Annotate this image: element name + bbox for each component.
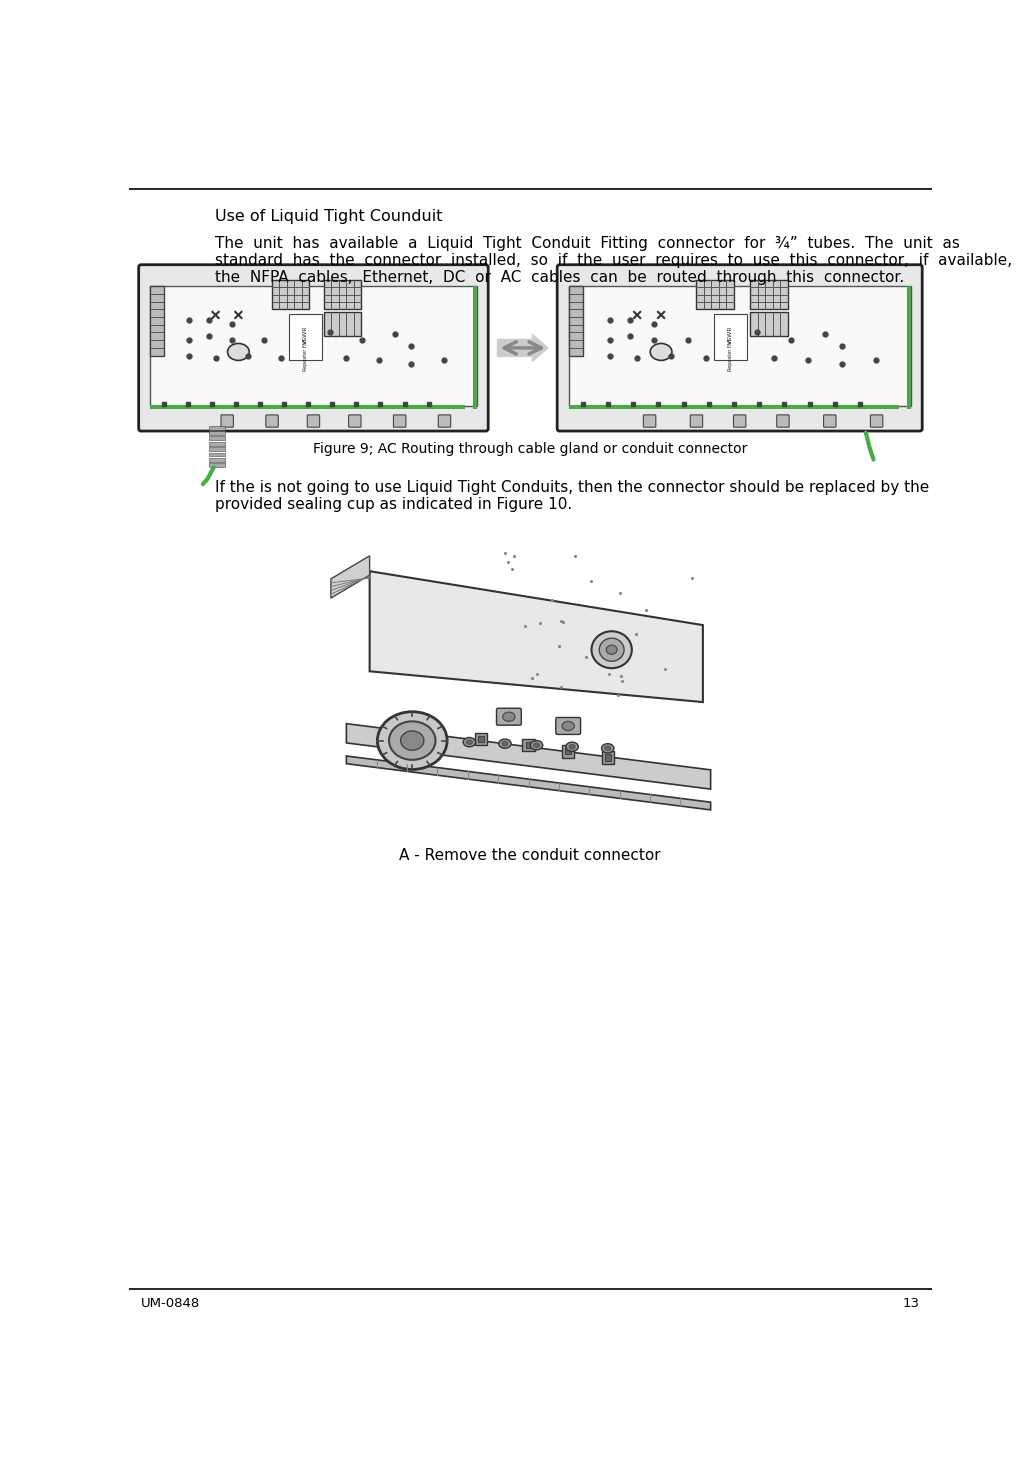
Ellipse shape xyxy=(228,344,249,360)
Bar xyxy=(750,311,788,336)
Ellipse shape xyxy=(503,712,515,721)
Bar xyxy=(209,425,225,429)
Ellipse shape xyxy=(599,638,624,662)
Ellipse shape xyxy=(601,743,614,752)
Ellipse shape xyxy=(401,732,424,751)
Text: provided sealing cup as indicated in Figure 10.: provided sealing cup as indicated in Fig… xyxy=(214,498,572,512)
Polygon shape xyxy=(347,755,711,810)
Polygon shape xyxy=(369,572,703,702)
Bar xyxy=(150,286,165,355)
Bar xyxy=(604,754,611,761)
FancyBboxPatch shape xyxy=(690,415,703,427)
Bar xyxy=(907,286,911,409)
FancyBboxPatch shape xyxy=(870,415,883,427)
FancyBboxPatch shape xyxy=(497,708,522,726)
Bar xyxy=(290,314,322,360)
Bar xyxy=(569,286,911,406)
Ellipse shape xyxy=(466,740,472,745)
Bar xyxy=(209,464,225,467)
Bar xyxy=(565,748,571,754)
Ellipse shape xyxy=(530,740,542,749)
Bar xyxy=(569,286,583,355)
Ellipse shape xyxy=(464,738,475,746)
Bar xyxy=(209,458,225,462)
Ellipse shape xyxy=(604,746,611,751)
Bar xyxy=(714,314,747,360)
FancyBboxPatch shape xyxy=(644,415,656,427)
Ellipse shape xyxy=(378,712,447,770)
Text: Repeater Fail: Repeater Fail xyxy=(303,339,308,370)
Bar xyxy=(323,533,718,841)
Bar xyxy=(209,453,225,456)
FancyArrow shape xyxy=(498,335,548,361)
Text: VSWR: VSWR xyxy=(729,326,733,344)
FancyBboxPatch shape xyxy=(776,415,789,427)
Bar xyxy=(562,745,574,757)
Bar xyxy=(150,404,465,409)
Text: standard  has  the  connector  installed,  so  if  the  user  requires  to  use : standard has the connector installed, so… xyxy=(214,253,1012,268)
Text: If the is not going to use Liquid Tight Conduits, then the connector should be r: If the is not going to use Liquid Tight … xyxy=(214,480,928,495)
Text: Repeater Fail: Repeater Fail xyxy=(729,339,733,370)
Ellipse shape xyxy=(533,743,539,748)
Text: the  NFPA  cables,  Ethernet,  DC  or  AC  cables  can  be  routed  through  thi: the NFPA cables, Ethernet, DC or AC cabl… xyxy=(214,270,904,286)
Bar xyxy=(523,739,535,751)
Bar xyxy=(209,437,225,440)
Text: The  unit  has  available  a  Liquid  Tight  Conduit  Fitting  connector  for  ¾: The unit has available a Liquid Tight Co… xyxy=(214,237,959,252)
Bar xyxy=(569,404,899,409)
Bar xyxy=(478,736,484,742)
Bar xyxy=(750,280,788,310)
Ellipse shape xyxy=(566,742,579,751)
FancyBboxPatch shape xyxy=(824,415,836,427)
FancyBboxPatch shape xyxy=(557,265,922,431)
Polygon shape xyxy=(331,555,369,598)
Ellipse shape xyxy=(389,721,436,760)
FancyBboxPatch shape xyxy=(393,415,406,427)
FancyBboxPatch shape xyxy=(266,415,278,427)
Text: VSWR: VSWR xyxy=(303,326,308,344)
Bar xyxy=(272,280,309,310)
Text: UM-0848: UM-0848 xyxy=(141,1296,200,1309)
Bar xyxy=(209,431,225,435)
FancyBboxPatch shape xyxy=(556,717,581,735)
Bar xyxy=(324,280,361,310)
Ellipse shape xyxy=(607,646,617,655)
FancyBboxPatch shape xyxy=(221,415,234,427)
FancyBboxPatch shape xyxy=(734,415,746,427)
Ellipse shape xyxy=(502,742,508,746)
Text: Use of Liquid Tight Counduit: Use of Liquid Tight Counduit xyxy=(214,209,442,224)
Bar xyxy=(473,286,476,409)
FancyBboxPatch shape xyxy=(307,415,320,427)
Ellipse shape xyxy=(569,745,575,749)
Ellipse shape xyxy=(499,739,511,748)
Ellipse shape xyxy=(650,344,672,360)
FancyBboxPatch shape xyxy=(139,265,489,431)
Bar xyxy=(697,280,734,310)
Ellipse shape xyxy=(562,721,574,730)
Text: Figure 9; AC Routing through cable gland or conduit connector: Figure 9; AC Routing through cable gland… xyxy=(313,441,747,456)
Bar xyxy=(526,742,532,748)
Text: 13: 13 xyxy=(903,1296,920,1309)
Bar xyxy=(209,447,225,452)
Bar xyxy=(150,286,476,406)
FancyBboxPatch shape xyxy=(349,415,361,427)
Bar xyxy=(475,733,487,745)
Ellipse shape xyxy=(592,631,631,668)
Text: A - Remove the conduit connector: A - Remove the conduit connector xyxy=(400,849,661,863)
Polygon shape xyxy=(347,724,711,789)
Bar xyxy=(209,441,225,446)
Bar xyxy=(601,751,614,764)
Bar xyxy=(324,311,361,336)
FancyBboxPatch shape xyxy=(438,415,450,427)
